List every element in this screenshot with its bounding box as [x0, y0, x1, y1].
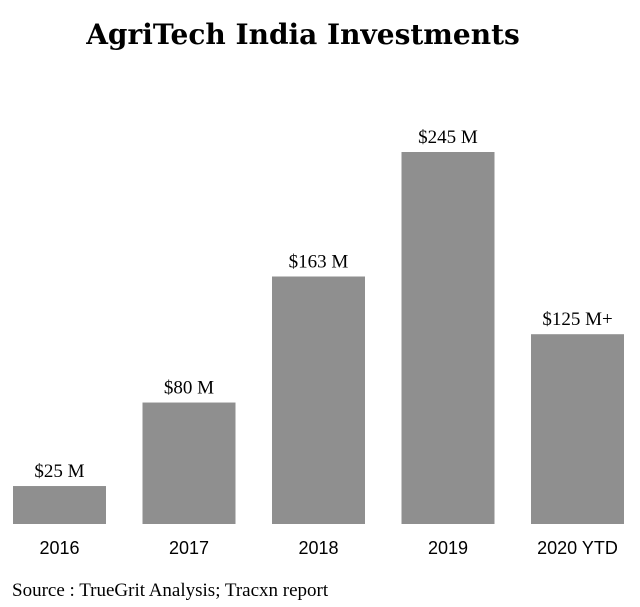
x-tick-labels-group: 2016 2017 2018 2019 2020 YTD — [39, 538, 617, 558]
x-tick-2018: 2018 — [298, 538, 338, 558]
data-label-2018: $163 M — [289, 252, 349, 273]
x-tick-2020-ytd: 2020 YTD — [537, 538, 618, 558]
x-tick-2017: 2017 — [169, 538, 209, 558]
x-tick-2019: 2019 — [428, 538, 468, 558]
source-note: Source : TrueGrit Analysis; Tracxn repor… — [12, 580, 329, 601]
bar-2020-ytd — [531, 334, 624, 524]
data-label-2019: $245 M — [418, 127, 478, 148]
bars-group — [13, 152, 624, 524]
bar-2019 — [401, 152, 495, 524]
bar-2016 — [13, 486, 106, 524]
bar-2017 — [142, 402, 236, 524]
data-labels-group: $25 M $80 M $163 M $245 M $125 M+ — [34, 127, 612, 482]
data-label-2016: $25 M — [34, 461, 84, 482]
data-label-2020-ytd: $125 M+ — [542, 309, 612, 330]
chart-title: AgriTech India Investments — [86, 18, 520, 51]
bar-chart: $25 M$80 M$163 M$245 M$125 M+ 2016 2017 20… — [13, 127, 624, 558]
bar-2018 — [272, 276, 365, 524]
x-tick-2016: 2016 — [39, 538, 79, 558]
data-label-2017: $80 M — [164, 378, 214, 399]
